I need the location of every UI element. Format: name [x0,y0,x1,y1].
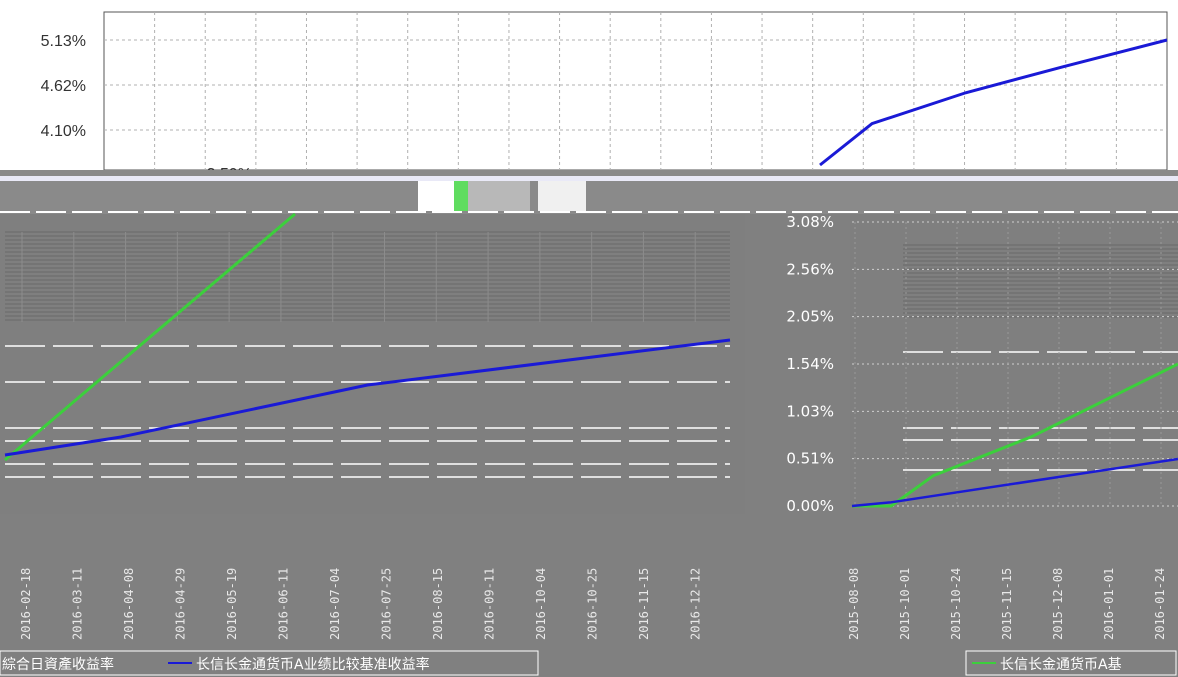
bl-x-tick-label: 2016-04-08 [122,568,136,640]
br-plot-area [850,214,1178,506]
br-x-axis-ticks: 2015-08-08 2015-10-01 2015-10-24 2015-11-15… [847,568,1167,640]
br-y-tick-label: 0.51% [786,450,834,468]
br-y-tick-label: 1.03% [786,402,834,420]
br-series-green-line [852,362,1178,508]
top-gridlines [104,12,1167,170]
br-x-tick-label: 2015-10-24 [949,568,963,640]
bl-x-tick-label: 2016-04-29 [174,568,188,640]
br-y-tick-label: 3.08% [786,213,834,231]
bl-x-tick-label: 2016-12-12 [689,568,703,640]
top-plot-area [103,11,1168,171]
br-gridlines [852,221,1178,507]
top-y-tick-label: 4.62% [41,78,86,95]
glitch-strip [0,170,1178,214]
bl-legend-label-0: 綜合日資產收益率 [2,656,114,673]
glitch-block-white [418,181,454,211]
bl-x-tick-label: 2016-06-11 [277,568,291,640]
bl-x-tick-label: 2016-09-11 [483,568,497,640]
bl-x-tick-label: 2016-05-19 [225,568,239,640]
bl-plot-area [0,214,745,514]
glitch-block-light [538,181,586,211]
br-y-tick-label: 0.00% [786,497,834,515]
br-legend-box [965,650,1177,676]
bl-legend-box [0,650,539,676]
bl-x-tick-label: 2016-07-04 [328,568,342,640]
bl-series-green-line [4,212,296,462]
bl-x-tick-label: 2016-08-15 [431,568,445,640]
br-x-tick-label: 2015-10-01 [898,568,912,640]
bl-x-tick-label: 2016-11-15 [637,568,651,640]
br-y-tick-label: 2.56% [786,260,834,278]
br-x-tick-label: 2016-01-24 [1153,568,1167,640]
glitch-block-gray [468,181,530,211]
br-y-tick-label: 2.05% [786,308,834,326]
bl-x-tick-label: 2016-07-25 [380,568,394,640]
bl-x-axis-ticks: 2016-02-18 2016-03-11 2016-04-08 2016-04-29… [19,568,703,640]
br-x-tick-label: 2015-08-08 [847,568,861,640]
bottom-right-chart-panel: 3.08% 2.56% 2.05% 1.54% 1.03% 0.51% 0.00% 2015… [745,213,1178,640]
br-legend: 长信长金通货币A基 [965,650,1177,676]
bl-legend: 綜合日資產收益率 长信长金通货币A业绩比较基准收益率 [0,650,539,676]
bl-legend-label-1: 长信长金通货币A业绩比较基准收益率 [196,656,430,673]
br-stripe-pattern [903,244,1178,471]
br-legend-label-0: 长信长金通货币A基 [1000,656,1122,673]
br-series-blue-line [851,457,1178,508]
glitch-band-light [0,176,1178,181]
top-y-tick-label: 4.10% [41,123,86,140]
bl-x-tick-label: 2016-10-04 [534,568,548,640]
bottom-left-chart-panel: 2016-02-18 2016-03-11 2016-04-08 2016-04-29… [0,212,748,640]
top-y-tick-label: 5.13% [41,33,86,50]
br-y-axis-ticks: 3.08% 2.56% 2.05% 1.54% 1.03% 0.51% 0.00% [786,213,834,515]
glitch-block-green [454,181,468,211]
br-x-tick-label: 2016-01-01 [1102,568,1116,640]
br-y-tick-label: 1.54% [786,355,834,373]
bl-x-tick-label: 2016-02-18 [19,568,33,640]
top-chart-panel: 5.13%4.62%4.10%3.59% [0,0,1178,183]
bl-x-tick-label: 2016-10-25 [586,568,600,640]
bl-series-blue-line [4,338,731,457]
br-x-tick-label: 2015-11-15 [1000,568,1014,640]
bl-x-tick-label: 2016-03-11 [71,568,85,640]
br-x-tick-label: 2015-12-08 [1051,568,1065,640]
top-series-line [819,38,1168,167]
